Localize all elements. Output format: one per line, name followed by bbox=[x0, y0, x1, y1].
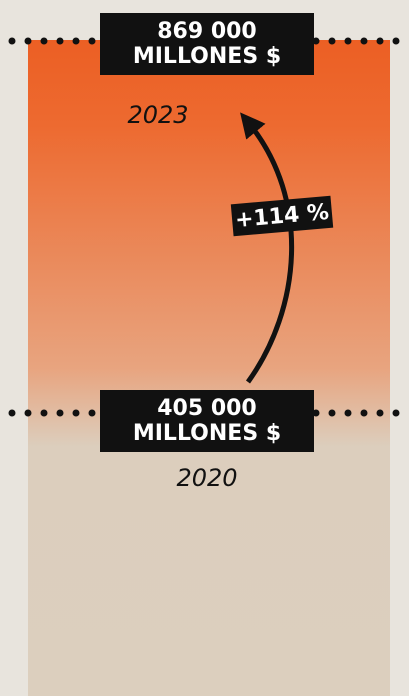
unit: MILLONES $ bbox=[133, 421, 281, 446]
value-box bbox=[100, 390, 314, 452]
amount: 869 000 bbox=[157, 19, 257, 44]
year: 2023 bbox=[127, 101, 188, 129]
column bbox=[28, 40, 390, 696]
year: 2020 bbox=[176, 464, 237, 492]
unit: MILLONES $ bbox=[133, 44, 281, 69]
arrow bbox=[240, 112, 294, 384]
amount: 405 000 bbox=[157, 396, 257, 421]
value-box bbox=[100, 13, 314, 75]
change-box bbox=[230, 195, 334, 237]
change-badge: +114 % bbox=[230, 195, 334, 237]
